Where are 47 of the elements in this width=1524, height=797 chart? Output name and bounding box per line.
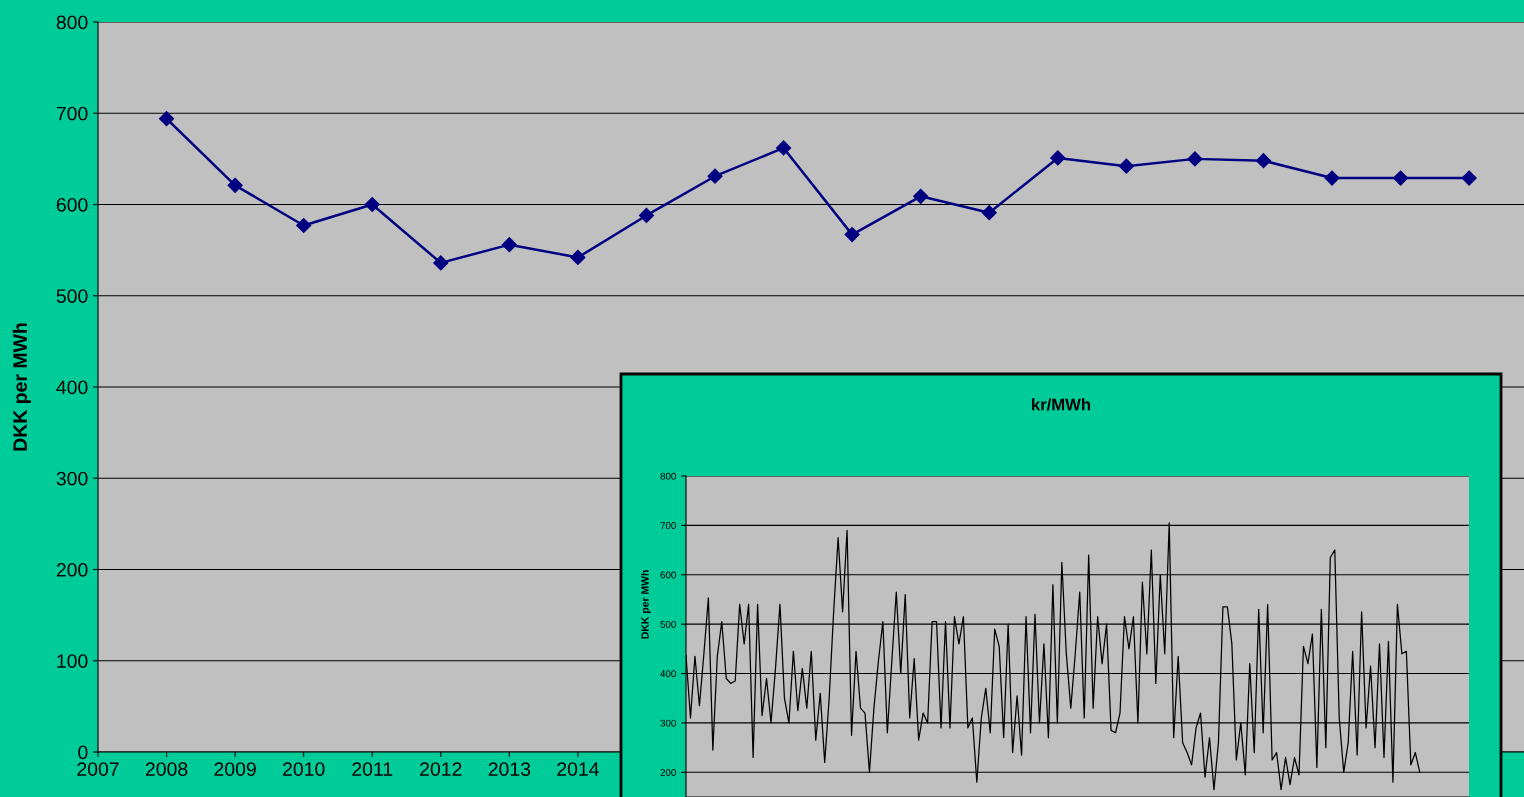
point [981,205,997,221]
y-tick-label: 600 [660,571,676,579]
x-tick-label: 2010 [283,762,325,776]
y-tick-label: 500 [56,289,88,303]
point [1324,170,1340,186]
y-tick-label: 400 [660,670,676,678]
y-tick-label: 700 [56,106,88,121]
y-tick-label: 300 [56,471,88,486]
y-tick-label: 800 [56,15,88,30]
y-tick-label: 100 [57,654,88,668]
y-tick-label: 700 [660,522,676,529]
y-tick-label: 200 [56,562,88,577]
point [707,168,723,184]
y-axis-title: DKK per MWh [641,570,651,639]
point [1187,151,1203,167]
y-tick-label: 0 [78,745,88,760]
point [638,207,655,224]
point [501,237,517,253]
point [844,227,860,243]
point [1050,150,1066,166]
x-tick-label: 2014 [557,762,599,776]
point [1118,158,1134,174]
point [158,111,175,127]
x-tick-label: 2008 [145,762,188,776]
point [433,255,449,271]
y-tick-label: 800 [660,472,676,480]
chart-title: kr/MWh [1032,398,1091,411]
point [570,249,586,265]
point [296,217,312,234]
point [227,177,243,193]
y-tick-label: 600 [56,197,88,212]
x-tick-label: 2011 [352,762,393,776]
y-tick-label: 200 [660,769,676,776]
x-tick-label: 2012 [420,762,462,776]
x-tick-label: 2009 [214,762,256,776]
y-tick-label: 400 [56,380,88,395]
point [913,188,929,204]
y-axis-title: DKK per MWh [12,323,31,451]
y-tick-label: 500 [660,620,676,628]
point [776,140,792,156]
point [364,196,380,213]
y-tick-label: 300 [660,719,676,727]
point [1461,170,1477,186]
point [1255,153,1272,169]
x-tick-label: 2007 [77,762,119,776]
x-tick-label: 2013 [488,762,531,776]
point [1393,170,1409,186]
